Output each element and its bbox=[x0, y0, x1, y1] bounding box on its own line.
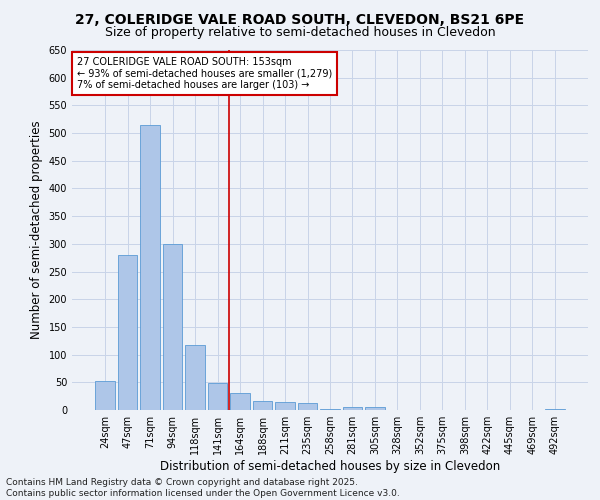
Bar bbox=[298, 404, 317, 410]
Bar bbox=[275, 402, 295, 410]
Bar bbox=[343, 406, 362, 410]
Text: 27, COLERIDGE VALE ROAD SOUTH, CLEVEDON, BS21 6PE: 27, COLERIDGE VALE ROAD SOUTH, CLEVEDON,… bbox=[76, 12, 524, 26]
Bar bbox=[208, 384, 227, 410]
Y-axis label: Number of semi-detached properties: Number of semi-detached properties bbox=[30, 120, 43, 340]
Bar bbox=[185, 344, 205, 410]
Bar bbox=[253, 400, 272, 410]
Bar bbox=[163, 244, 182, 410]
Text: Contains HM Land Registry data © Crown copyright and database right 2025.
Contai: Contains HM Land Registry data © Crown c… bbox=[6, 478, 400, 498]
Bar bbox=[95, 381, 115, 410]
Bar bbox=[118, 255, 137, 410]
Bar bbox=[365, 407, 385, 410]
Bar bbox=[320, 409, 340, 410]
Text: 27 COLERIDGE VALE ROAD SOUTH: 153sqm
← 93% of semi-detached houses are smaller (: 27 COLERIDGE VALE ROAD SOUTH: 153sqm ← 9… bbox=[77, 57, 332, 90]
Bar bbox=[140, 125, 160, 410]
Text: Size of property relative to semi-detached houses in Clevedon: Size of property relative to semi-detach… bbox=[104, 26, 496, 39]
Bar bbox=[230, 394, 250, 410]
X-axis label: Distribution of semi-detached houses by size in Clevedon: Distribution of semi-detached houses by … bbox=[160, 460, 500, 473]
